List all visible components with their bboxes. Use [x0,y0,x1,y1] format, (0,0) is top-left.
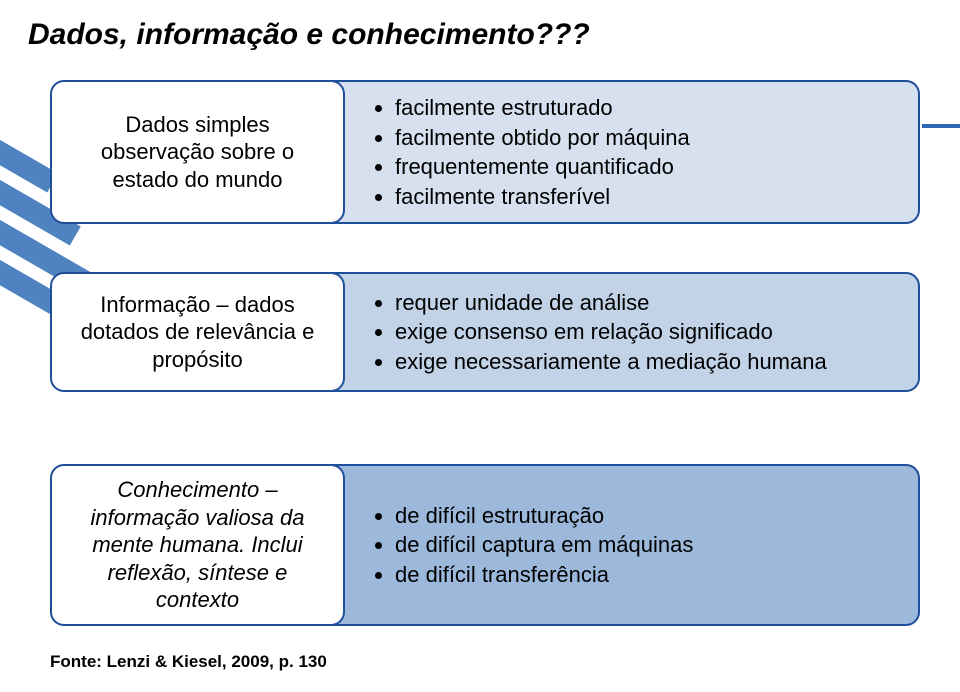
concept-right-box: facilmente estruturado facilmente obtido… [305,80,920,224]
concept-bullet: de difícil transferência [395,561,693,589]
decorative-accent-line [922,124,960,128]
concept-bullet-list: facilmente estruturado facilmente obtido… [377,92,690,212]
concept-left-box: Conhecimento – informação valiosa da men… [50,464,345,626]
concept-left-label: Informação – dados dotados de relevância… [66,291,329,374]
concept-bullet: facilmente transferível [395,183,690,211]
concept-bullet: facilmente estruturado [395,94,690,122]
concept-bullet: requer unidade de análise [395,289,827,317]
concept-bullet: frequentemente quantificado [395,153,690,181]
concept-bullet: exige consenso em relação significado [395,318,827,346]
concept-bullet: de difícil captura em máquinas [395,531,693,559]
concept-right-box: requer unidade de análise exige consenso… [305,272,920,392]
concept-bullet: facilmente obtido por máquina [395,124,690,152]
concept-left-box: Informação – dados dotados de relevância… [50,272,345,392]
concept-bullet-list: requer unidade de análise exige consenso… [377,287,827,378]
concept-left-label: Conhecimento – informação valiosa da men… [66,476,329,614]
concept-row: Informação – dados dotados de relevância… [50,272,920,392]
source-citation: Fonte: Lenzi & Kiesel, 2009, p. 130 [50,652,327,672]
concept-left-label: Dados simples observação sobre o estado … [66,111,329,194]
concept-bullet-list: de difícil estruturação de difícil captu… [377,500,693,591]
concept-bullet: de difícil estruturação [395,502,693,530]
concept-row: Conhecimento – informação valiosa da men… [50,464,920,626]
page-title: Dados, informação e conhecimento??? [28,18,590,52]
concept-right-box: de difícil estruturação de difícil captu… [305,464,920,626]
concept-bullet: exige necessariamente a mediação humana [395,348,827,376]
concept-left-box: Dados simples observação sobre o estado … [50,80,345,224]
concept-row: Dados simples observação sobre o estado … [50,80,920,224]
